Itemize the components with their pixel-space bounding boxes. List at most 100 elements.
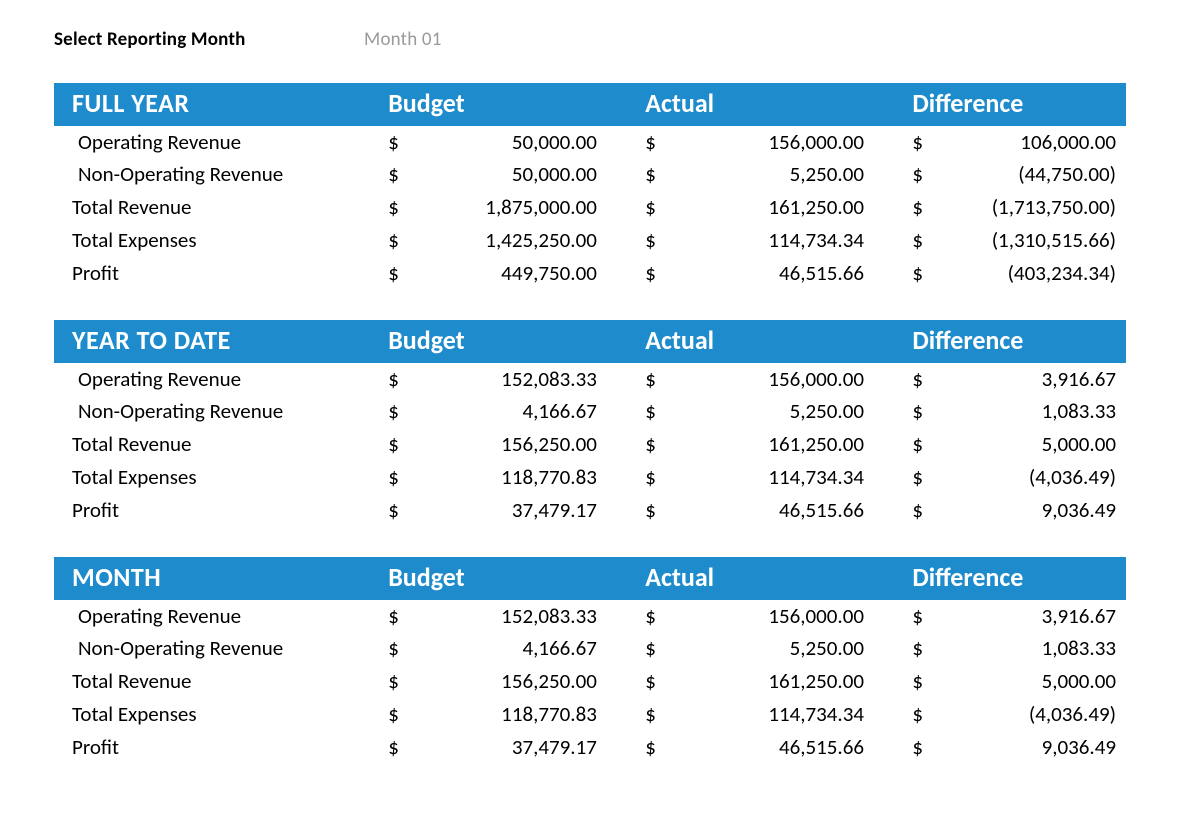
cell-actual: 114,734.34 bbox=[666, 698, 874, 731]
cell-difference: (4,036.49) bbox=[933, 461, 1126, 494]
col-gap bbox=[607, 395, 635, 428]
cell-actual: 46,515.66 bbox=[666, 731, 874, 764]
currency-symbol: $ bbox=[635, 600, 666, 633]
row-label: Non-Operating Revenue bbox=[54, 632, 378, 665]
table-header-row: FULL YEARBudgetActualDifference bbox=[54, 83, 1126, 126]
cell-budget: 37,479.17 bbox=[409, 494, 607, 527]
cell-actual: 5,250.00 bbox=[666, 158, 874, 191]
currency-symbol: $ bbox=[635, 665, 666, 698]
section-ytd: YEAR TO DATEBudgetActualDifferenceOperat… bbox=[54, 320, 1146, 527]
section-title: YEAR TO DATE bbox=[54, 320, 378, 363]
col-header-difference: Difference bbox=[902, 557, 1126, 600]
col-header-actual: Actual bbox=[635, 320, 874, 363]
col-gap bbox=[874, 600, 902, 633]
currency-symbol: $ bbox=[635, 191, 666, 224]
col-header-budget: Budget bbox=[378, 557, 607, 600]
cell-budget: 118,770.83 bbox=[409, 698, 607, 731]
cell-budget: 37,479.17 bbox=[409, 731, 607, 764]
col-gap bbox=[607, 158, 635, 191]
col-gap bbox=[874, 158, 902, 191]
col-gap bbox=[874, 632, 902, 665]
cell-actual: 156,000.00 bbox=[666, 600, 874, 633]
col-gap bbox=[607, 191, 635, 224]
cell-budget: 1,425,250.00 bbox=[409, 224, 607, 257]
reporting-month-selector: Select Reporting Month Month 01 bbox=[54, 28, 1146, 51]
currency-symbol: $ bbox=[378, 191, 409, 224]
col-gap bbox=[607, 494, 635, 527]
cell-difference: 5,000.00 bbox=[933, 665, 1126, 698]
currency-symbol: $ bbox=[635, 428, 666, 461]
currency-symbol: $ bbox=[635, 461, 666, 494]
cell-budget: 50,000.00 bbox=[409, 126, 607, 159]
currency-symbol: $ bbox=[902, 698, 933, 731]
cell-difference: 3,916.67 bbox=[933, 600, 1126, 633]
currency-symbol: $ bbox=[902, 428, 933, 461]
col-gap bbox=[607, 698, 635, 731]
table-row: Non-Operating Revenue$4,166.67$5,250.00$… bbox=[54, 395, 1126, 428]
currency-symbol: $ bbox=[902, 395, 933, 428]
col-header-difference: Difference bbox=[902, 320, 1126, 363]
currency-symbol: $ bbox=[378, 224, 409, 257]
col-gap bbox=[607, 257, 635, 290]
table-row: Profit$37,479.17$46,515.66$9,036.49 bbox=[54, 494, 1126, 527]
row-label: Profit bbox=[54, 731, 378, 764]
row-label: Non-Operating Revenue bbox=[54, 158, 378, 191]
row-label: Total Expenses bbox=[54, 461, 378, 494]
col-gap bbox=[874, 126, 902, 159]
col-gap bbox=[607, 363, 635, 396]
currency-symbol: $ bbox=[378, 698, 409, 731]
col-gap bbox=[874, 698, 902, 731]
col-gap bbox=[874, 428, 902, 461]
row-label: Operating Revenue bbox=[54, 126, 378, 159]
col-gap bbox=[607, 461, 635, 494]
cell-difference: 9,036.49 bbox=[933, 494, 1126, 527]
table-row: Total Revenue$156,250.00$161,250.00$5,00… bbox=[54, 665, 1126, 698]
col-gap bbox=[874, 395, 902, 428]
cell-actual: 46,515.66 bbox=[666, 257, 874, 290]
reporting-month-value[interactable]: Month 01 bbox=[364, 28, 442, 51]
section-title: FULL YEAR bbox=[54, 83, 378, 126]
table-row: Total Revenue$1,875,000.00$161,250.00$(1… bbox=[54, 191, 1126, 224]
table-row: Non-Operating Revenue$4,166.67$5,250.00$… bbox=[54, 632, 1126, 665]
cell-actual: 114,734.34 bbox=[666, 461, 874, 494]
report-table: YEAR TO DATEBudgetActualDifferenceOperat… bbox=[54, 320, 1126, 527]
currency-symbol: $ bbox=[902, 191, 933, 224]
cell-budget: 152,083.33 bbox=[409, 363, 607, 396]
currency-symbol: $ bbox=[378, 257, 409, 290]
currency-symbol: $ bbox=[902, 600, 933, 633]
currency-symbol: $ bbox=[635, 632, 666, 665]
currency-symbol: $ bbox=[635, 731, 666, 764]
row-label: Profit bbox=[54, 257, 378, 290]
currency-symbol: $ bbox=[635, 363, 666, 396]
cell-difference: 1,083.33 bbox=[933, 395, 1126, 428]
cell-difference: (44,750.00) bbox=[933, 158, 1126, 191]
currency-symbol: $ bbox=[635, 395, 666, 428]
row-label: Non-Operating Revenue bbox=[54, 395, 378, 428]
cell-difference: 1,083.33 bbox=[933, 632, 1126, 665]
cell-difference: (1,713,750.00) bbox=[933, 191, 1126, 224]
col-gap bbox=[607, 224, 635, 257]
section-full_year: FULL YEARBudgetActualDifferenceOperating… bbox=[54, 83, 1146, 290]
currency-symbol: $ bbox=[902, 257, 933, 290]
currency-symbol: $ bbox=[902, 731, 933, 764]
currency-symbol: $ bbox=[902, 158, 933, 191]
cell-difference: 9,036.49 bbox=[933, 731, 1126, 764]
row-label: Total Expenses bbox=[54, 698, 378, 731]
cell-budget: 156,250.00 bbox=[409, 665, 607, 698]
section-title: MONTH bbox=[54, 557, 378, 600]
reporting-month-label: Select Reporting Month bbox=[54, 28, 364, 51]
table-row: Profit$37,479.17$46,515.66$9,036.49 bbox=[54, 731, 1126, 764]
currency-symbol: $ bbox=[902, 665, 933, 698]
cell-budget: 118,770.83 bbox=[409, 461, 607, 494]
col-gap bbox=[874, 494, 902, 527]
currency-symbol: $ bbox=[902, 632, 933, 665]
row-label: Total Revenue bbox=[54, 428, 378, 461]
cell-difference: 106,000.00 bbox=[933, 126, 1126, 159]
currency-symbol: $ bbox=[378, 665, 409, 698]
col-gap bbox=[607, 83, 635, 126]
table-row: Total Expenses$118,770.83$114,734.34$(4,… bbox=[54, 461, 1126, 494]
currency-symbol: $ bbox=[635, 224, 666, 257]
currency-symbol: $ bbox=[378, 632, 409, 665]
col-header-difference: Difference bbox=[902, 83, 1126, 126]
col-gap bbox=[607, 428, 635, 461]
